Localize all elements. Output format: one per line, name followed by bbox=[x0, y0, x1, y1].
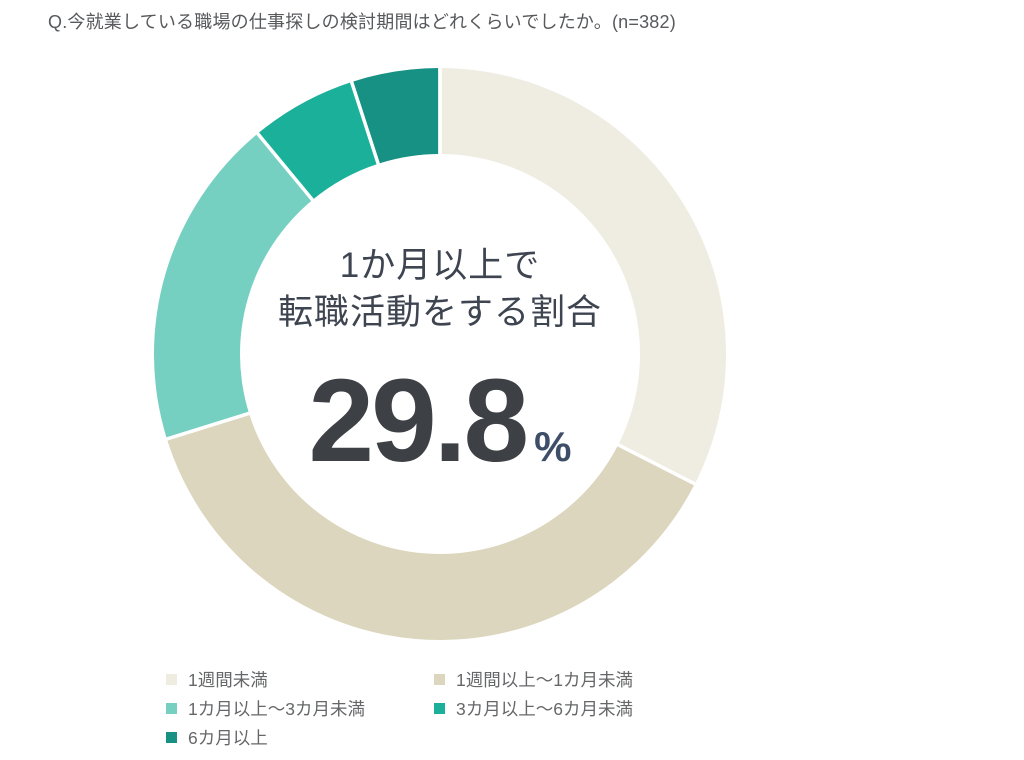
center-label: 1か月以上で 転職活動をする割合 bbox=[190, 242, 690, 336]
legend-item: 6カ月以上 bbox=[166, 725, 434, 750]
center-value-number: 29.8 bbox=[308, 355, 529, 487]
segment-gap bbox=[162, 410, 254, 442]
legend-label: 1週間未満 bbox=[188, 670, 268, 690]
center-label-line2: 転職活動をする割合 bbox=[277, 293, 602, 332]
legend-item: 1週間以上～1カ月未満 bbox=[434, 667, 794, 692]
legend-swatch-icon bbox=[166, 674, 177, 685]
segment-gap bbox=[253, 129, 317, 205]
center-label-line1: 1か月以上で bbox=[339, 246, 541, 285]
legend-item: 3カ月以上～6カ月未満 bbox=[434, 696, 794, 721]
segment-gap bbox=[348, 77, 382, 169]
percent-sign: % bbox=[534, 423, 572, 470]
legend-label: 6カ月以上 bbox=[188, 728, 268, 748]
legend-swatch-icon bbox=[166, 703, 177, 714]
donut-segment bbox=[351, 68, 440, 164]
donut-segment bbox=[257, 81, 379, 200]
legend-swatch-icon bbox=[434, 703, 445, 714]
legend-swatch-icon bbox=[166, 732, 177, 743]
legend-label: 1カ月以上～3カ月未満 bbox=[188, 699, 365, 719]
segment-gap bbox=[613, 441, 700, 488]
donut-segment bbox=[153, 133, 313, 439]
legend-label: 1週間以上～1カ月未満 bbox=[456, 670, 633, 690]
donut-chart bbox=[153, 68, 726, 640]
donut-segment bbox=[166, 413, 695, 640]
legend-item: 1週間未満 bbox=[166, 667, 434, 692]
chart-legend: 1週間未満 1週間以上～1カ月未満 1カ月以上～3カ月未満 3カ月以上～6カ月未… bbox=[166, 665, 794, 752]
legend-label: 3カ月以上～6カ月未満 bbox=[456, 699, 633, 719]
legend-swatch-icon bbox=[434, 674, 445, 685]
center-value: 29.8 % bbox=[190, 362, 690, 480]
legend-item: 1カ月以上～3カ月未満 bbox=[166, 696, 434, 721]
donut-segment bbox=[440, 68, 726, 484]
question-title: Q.今就業している職場の仕事探しの検討期間はどれくらいでしたか。(n=382) bbox=[48, 12, 676, 32]
